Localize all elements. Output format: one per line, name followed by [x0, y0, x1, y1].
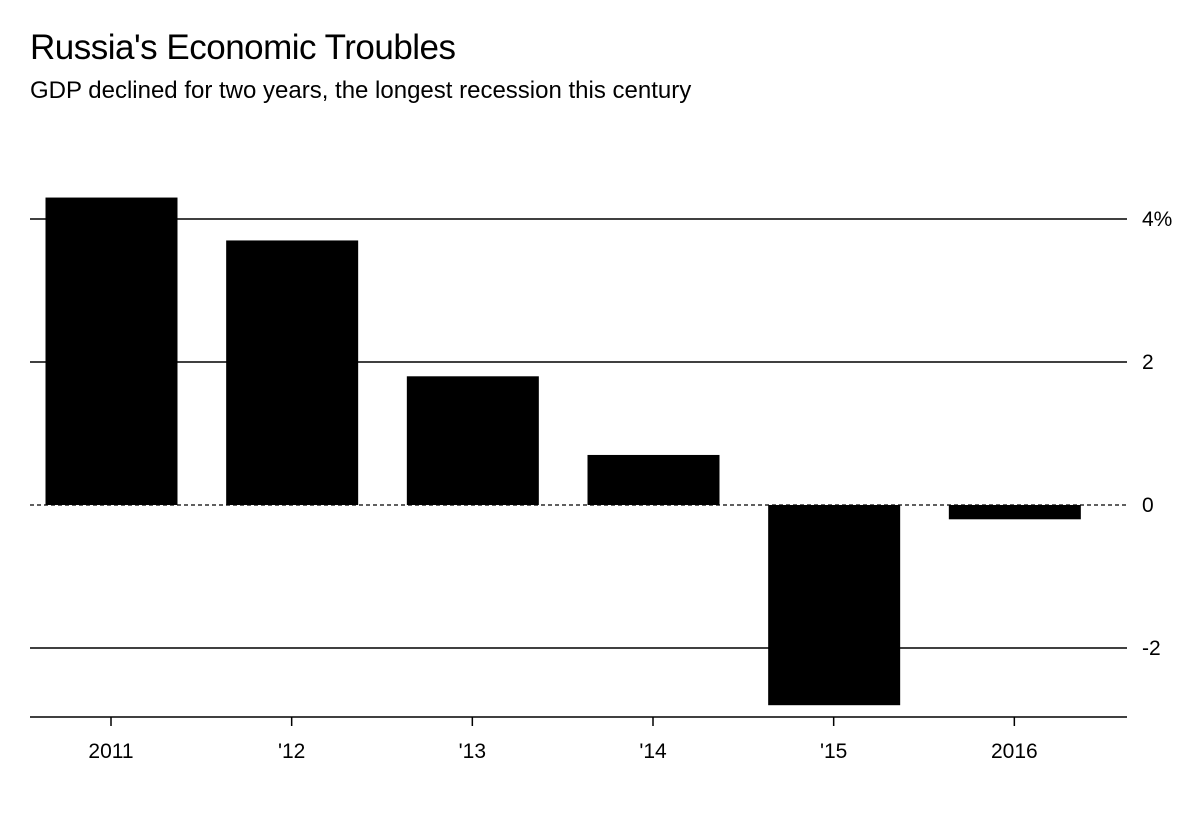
- x-tick-label: 2016: [991, 740, 1038, 763]
- x-tick-label: '12: [278, 740, 305, 763]
- y-tick-label: 0: [1142, 494, 1154, 517]
- bar: [45, 197, 178, 506]
- bar: [406, 376, 539, 505]
- bar: [948, 505, 1081, 520]
- x-tick-label: '14: [639, 740, 667, 763]
- chart-subtitle: GDP declined for two years, the longest …: [30, 77, 692, 104]
- bar: [768, 505, 901, 706]
- x-tick-label: 2011: [88, 740, 133, 763]
- y-tick-label: -2: [1142, 637, 1161, 660]
- y-tick-label: 2: [1142, 351, 1154, 374]
- x-tick-label: '15: [820, 740, 847, 763]
- chart-title: Russia's Economic Troubles: [30, 28, 456, 67]
- y-tick-label: 4%: [1142, 208, 1172, 231]
- bar: [587, 454, 720, 505]
- x-tick-label: '13: [459, 740, 486, 763]
- bar: [226, 240, 359, 505]
